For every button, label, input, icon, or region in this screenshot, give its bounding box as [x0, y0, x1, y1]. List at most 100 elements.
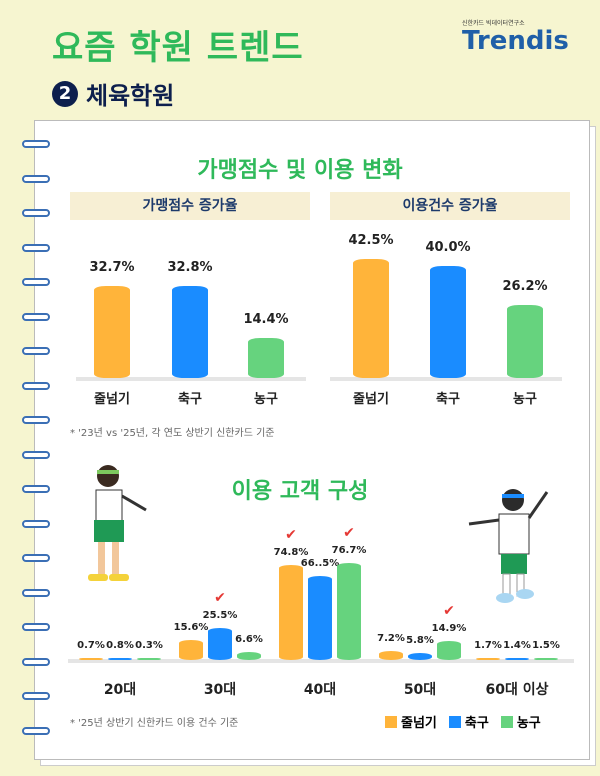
- binder-ring: [22, 174, 50, 183]
- data-label: 32.7%: [89, 260, 135, 276]
- data-label: 0.7%: [77, 640, 105, 651]
- data-label: 1.7%: [474, 639, 502, 651]
- bar-축구-50대: [408, 652, 432, 660]
- legend-label: 농구: [516, 716, 541, 731]
- legend-item: 농구: [500, 712, 541, 731]
- legend-label: 줄넘기: [401, 716, 437, 731]
- check-icon: ✔: [214, 589, 226, 606]
- bar-줄넘기: [353, 259, 389, 378]
- bar-축구-60대 이상: [505, 658, 529, 660]
- binder-ring: [22, 381, 50, 390]
- binder-ring: [22, 243, 50, 252]
- bar-농구-20대: [137, 658, 161, 660]
- soccer-boy-illustration: [468, 489, 549, 603]
- logo-subtitle: 신한카드 빅데이터연구소: [462, 20, 525, 27]
- baseline: [330, 377, 562, 381]
- data-label: 76.7%: [331, 544, 367, 556]
- binder-ring: [22, 278, 50, 286]
- chart-header-usage: 이용건수 증가율: [330, 192, 570, 220]
- page-title: 요즘 학원 트렌드: [52, 28, 304, 68]
- bar-농구-40대: [337, 562, 361, 660]
- category-label: 60대 이상: [485, 682, 549, 698]
- data-label: 32.8%: [167, 260, 213, 276]
- bar-줄넘기-40대: [279, 565, 303, 660]
- legend-swatch: [448, 716, 461, 728]
- binder-ring: [22, 209, 50, 217]
- data-label: 15.6%: [173, 622, 209, 634]
- category-label: 농구: [513, 392, 537, 407]
- bar-줄넘기-20대: [79, 658, 103, 660]
- category-label: 줄넘기: [353, 392, 389, 407]
- bar-농구: [507, 304, 543, 378]
- bottom-footnote: * '25년 상반기 신한카드 이용 건수 기준: [70, 718, 239, 729]
- data-label: 25.5%: [202, 609, 238, 621]
- bar-줄넘기-50대: [379, 650, 403, 660]
- legend-item: 축구: [448, 712, 489, 731]
- binder-ring: [22, 554, 50, 562]
- bar-축구-40대: [308, 575, 332, 660]
- top-footnote: * '23년 vs '25년, 각 연도 상반기 신한카드 기준: [70, 428, 275, 439]
- category-label: 40대: [303, 682, 337, 698]
- bottom-section-title: 이용 고객 구성: [231, 479, 369, 504]
- category-label: 축구: [178, 392, 202, 407]
- bar-축구-20대: [108, 658, 132, 660]
- category-label: 50대: [403, 682, 437, 698]
- data-label: 5.8%: [406, 634, 434, 646]
- data-label: 6.6%: [235, 633, 263, 645]
- bar-축구: [172, 286, 208, 378]
- binder-ring: [22, 623, 50, 631]
- data-label: 26.2%: [502, 278, 548, 294]
- baseline: [76, 377, 306, 381]
- bar-농구: [248, 337, 284, 378]
- bar-줄넘기-60대 이상: [476, 657, 500, 660]
- binder-ring: [22, 588, 50, 597]
- category-label: 축구: [436, 392, 460, 407]
- data-label: 7.2%: [377, 632, 405, 644]
- data-label: 40.0%: [425, 240, 471, 255]
- binder-ring: [22, 347, 50, 355]
- legend-swatch: [385, 716, 397, 728]
- bar-줄넘기: [94, 286, 130, 378]
- category-label: 20대: [103, 682, 137, 698]
- data-label: 42.5%: [348, 233, 394, 248]
- binder-ring: [22, 140, 50, 148]
- trendis-logo: 신한카드 빅데이터연구소 Trendis: [462, 18, 569, 55]
- check-icon: ✔: [285, 527, 297, 543]
- data-label: 1.4%: [503, 640, 531, 651]
- binder-ring: [22, 312, 50, 321]
- data-label: 1.5%: [532, 640, 560, 651]
- binder-ring: [22, 519, 50, 528]
- legend-swatch: [500, 716, 513, 728]
- data-label: 66..5%: [300, 557, 340, 569]
- check-icon: ✔: [443, 603, 455, 620]
- bar-축구: [430, 266, 466, 378]
- section-number: 2: [52, 80, 78, 107]
- check-icon: ✔: [343, 524, 355, 541]
- category-label: 30대: [203, 682, 237, 698]
- bar-농구-50대: [437, 641, 461, 660]
- binder-ring: [22, 416, 50, 424]
- chart-header-stores: 가맹점수 증가율: [70, 192, 310, 220]
- jump-rope-girl-illustration: [88, 465, 147, 581]
- data-label: 0.8%: [106, 640, 134, 651]
- binder-ring: [22, 692, 50, 700]
- bar-축구-30대: [208, 627, 232, 660]
- binder-ring: [22, 726, 50, 735]
- data-label: 14.4%: [243, 311, 289, 327]
- data-label: 0.3%: [135, 640, 163, 651]
- category-label: 농구: [254, 392, 278, 407]
- binder-ring: [22, 657, 50, 666]
- binder-ring: [22, 485, 50, 493]
- section-heading: 2 체육학원: [52, 76, 174, 111]
- baseline: [68, 659, 574, 663]
- data-label: 74.8%: [273, 547, 309, 558]
- top-section-title: 가맹점수 및 이용 변화: [197, 158, 403, 183]
- legend-label: 축구: [464, 716, 489, 731]
- binder-ring: [22, 450, 50, 459]
- bar-농구-60대 이상: [534, 658, 558, 660]
- section-title: 체육학원: [86, 82, 175, 110]
- data-label: 14.9%: [431, 623, 467, 635]
- bar-줄넘기-30대: [179, 640, 203, 660]
- logo-text: Trendis: [462, 26, 569, 56]
- legend-item: 줄넘기: [385, 712, 437, 731]
